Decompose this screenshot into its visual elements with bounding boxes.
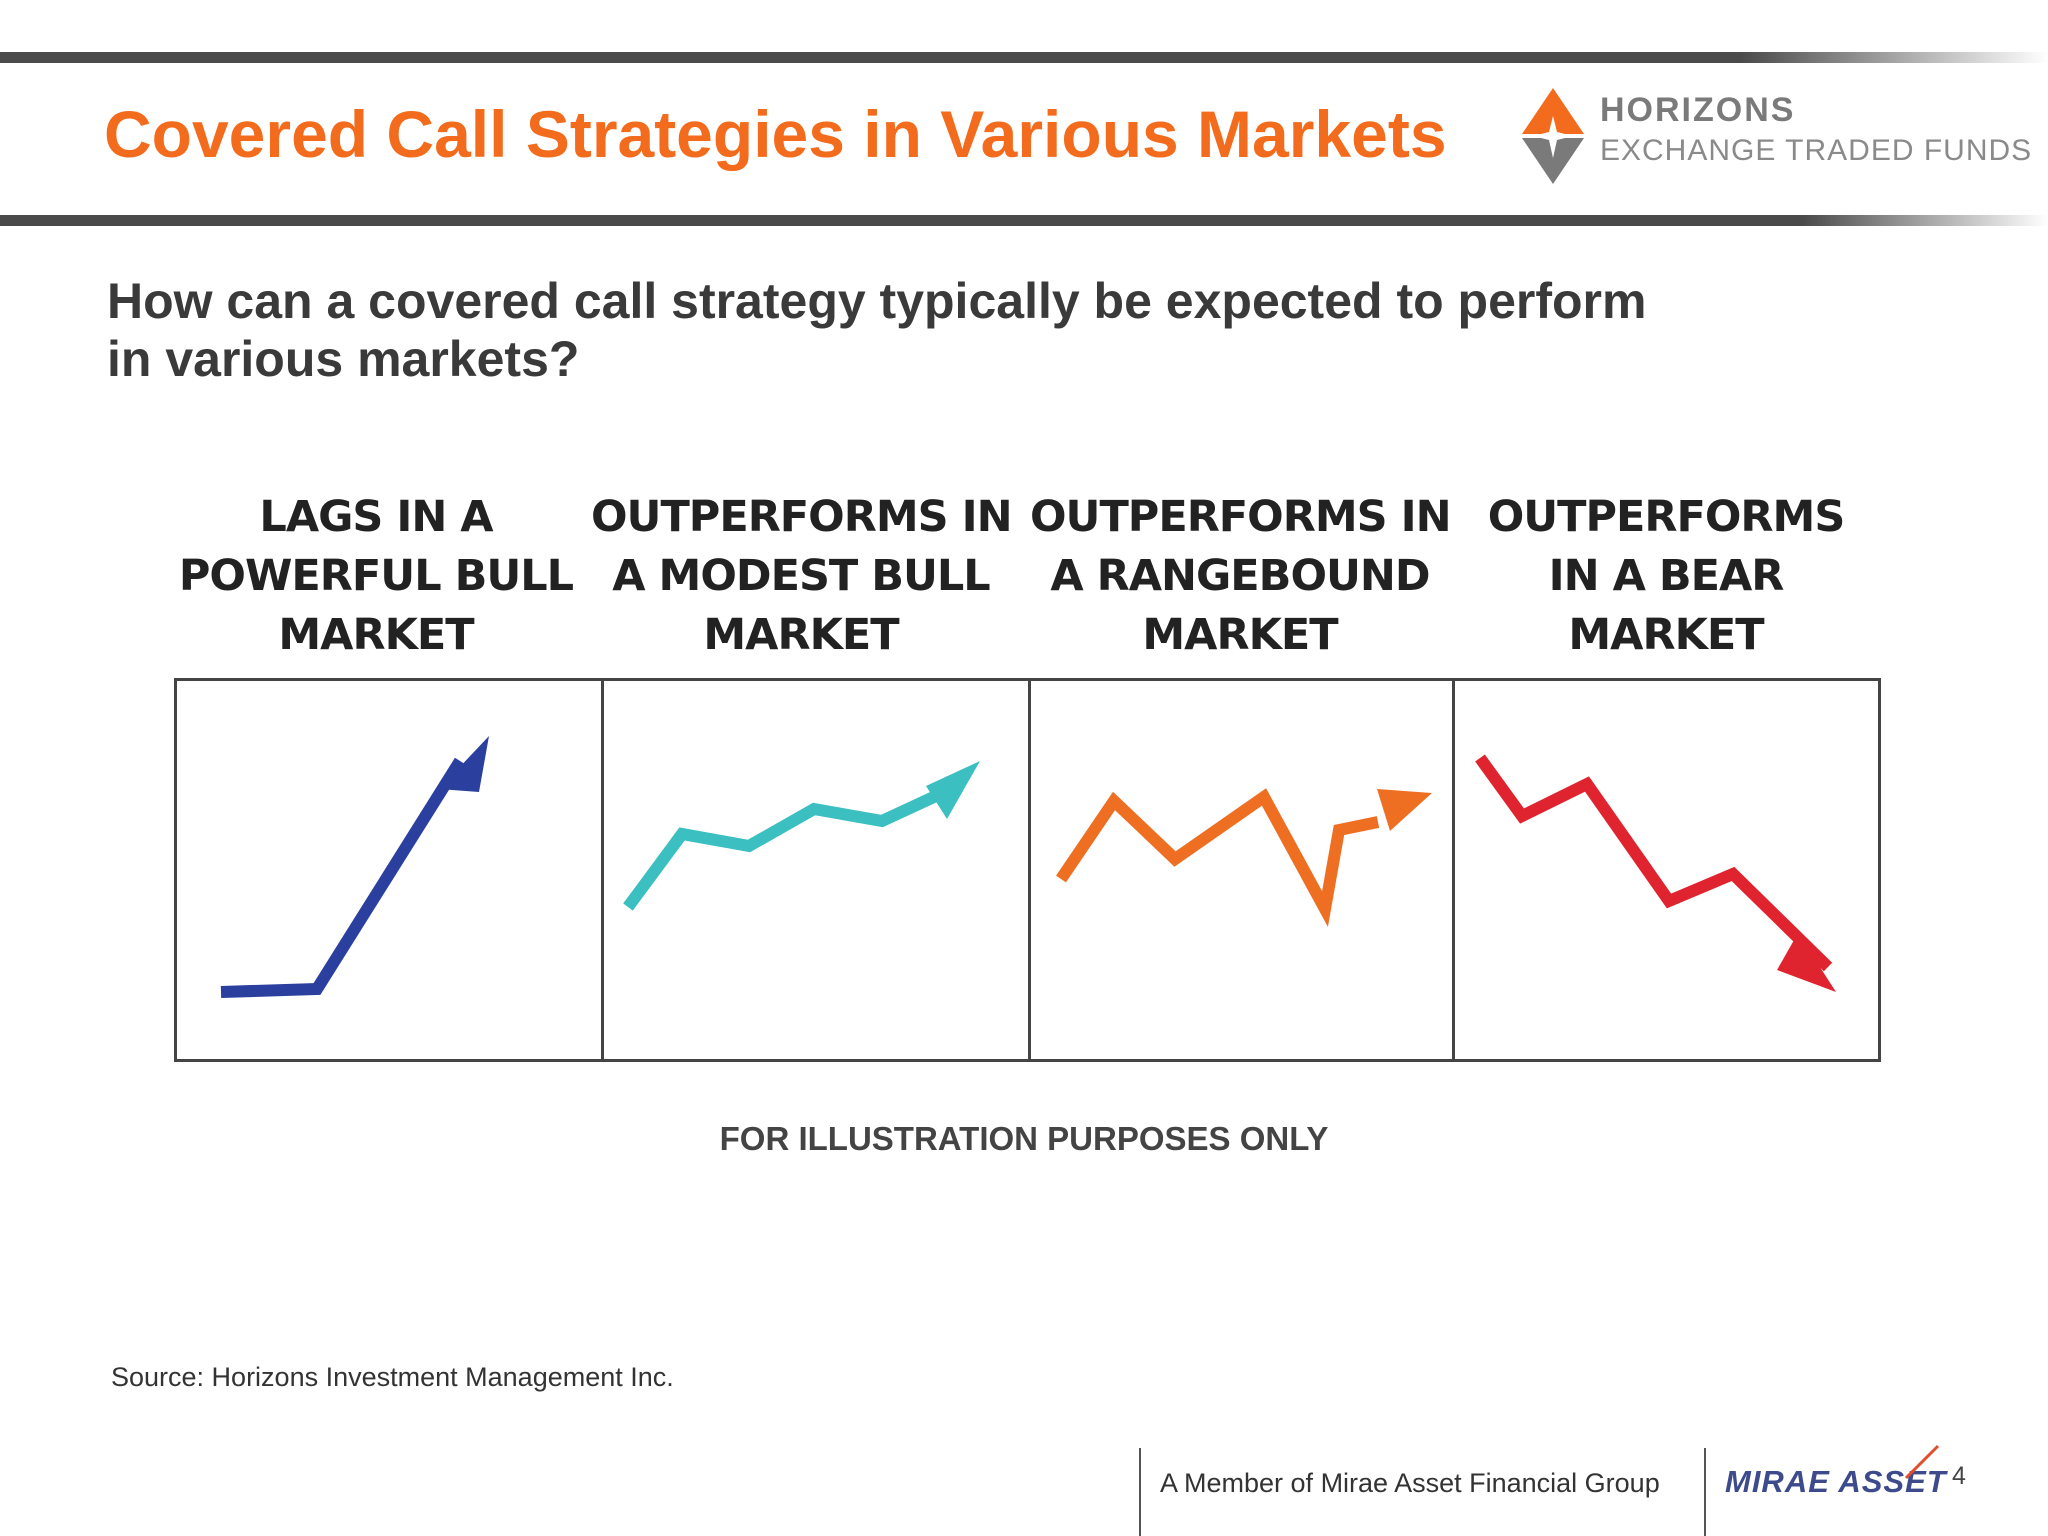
- mirae-swoosh-icon: [1904, 1444, 1940, 1480]
- footer-divider: [1704, 1448, 1706, 1536]
- panel-heading-line: MARKET: [278, 610, 474, 660]
- mirae-asset-logo: MIRAE ASSET: [1725, 1464, 1947, 1499]
- panel-heading-line: MARKET: [1568, 610, 1764, 660]
- trend-arrow-powerful-bull: [220, 736, 489, 998]
- page-number: 4: [1952, 1462, 1966, 1490]
- trend-arrow-rangebound: [1056, 788, 1432, 927]
- arrow-head: [439, 736, 489, 792]
- panel-heading-bear: OUTPERFORMS IN A BEAR MARKET: [1456, 488, 1876, 665]
- question-line-1: How can a covered call strategy typicall…: [107, 273, 1647, 329]
- logo-wordmark: HORIZONS: [1600, 91, 1796, 129]
- panel-heading-line: OUTPERFORMS IN: [591, 492, 1013, 542]
- footer-member-text: A Member of Mirae Asset Financial Group: [1160, 1468, 1660, 1498]
- panel-heading-powerful-bull: LAGS IN A POWERFUL BULL MARKET: [166, 488, 586, 665]
- trend-arrow-modest-bull: [623, 761, 980, 911]
- panel-heading-line: IN A BEAR: [1548, 551, 1785, 601]
- panel-heading-modest-bull: OUTPERFORMS IN A MODEST BULL MARKET: [591, 488, 1013, 665]
- header-rule-top: [0, 52, 2048, 63]
- trend-line: [623, 783, 954, 911]
- page-title: Covered Call Strategies in Various Marke…: [104, 97, 1447, 171]
- panel-divider: [1028, 681, 1031, 1059]
- logo-tagline: EXCHANGE TRADED FUNDS: [1600, 134, 2033, 167]
- arrow-head: [926, 761, 980, 819]
- trend-line: [1475, 754, 1833, 972]
- panel-divider: [1452, 681, 1455, 1059]
- source-note: Source: Horizons Investment Management I…: [111, 1362, 674, 1392]
- trend-line: [1056, 788, 1380, 927]
- arrow-head: [1777, 933, 1836, 992]
- panel-heading-line: MARKET: [1142, 610, 1338, 660]
- panel-heading-line: LAGS IN A: [259, 492, 493, 542]
- horizons-logo: HORIZONS EXCHANGE TRADED FUNDS: [1518, 86, 2038, 186]
- header-rule-bottom: [0, 215, 2048, 226]
- market-illustration-frame: [174, 678, 1881, 1062]
- illustration-disclaimer: FOR ILLUSTRATION PURPOSES ONLY: [719, 1120, 1329, 1157]
- horizons-diamond-icon: [1522, 88, 1584, 184]
- question-heading: How can a covered call strategy typicall…: [107, 272, 1807, 388]
- question-line-2: in various markets?: [107, 331, 580, 387]
- market-trend-illustrations: [220, 736, 1836, 998]
- footer-divider: [1139, 1448, 1141, 1536]
- panel-heading-line: POWERFUL BULL: [178, 551, 574, 601]
- panel-heading-line: MARKET: [703, 610, 899, 660]
- panel-heading-line: A MODEST BULL: [612, 551, 990, 601]
- panel-heading-line: OUTPERFORMS: [1487, 492, 1846, 542]
- trend-arrow-bear: [1475, 754, 1836, 992]
- panel-heading-line: A RANGEBOUND: [1050, 551, 1430, 601]
- panel-divider: [601, 681, 604, 1059]
- arrow-head: [1377, 789, 1432, 831]
- panel-heading-rangebound: OUTPERFORMS IN A RANGEBOUND MARKET: [1030, 488, 1452, 665]
- trend-line: [220, 757, 466, 998]
- panel-heading-line: OUTPERFORMS IN: [1030, 492, 1452, 542]
